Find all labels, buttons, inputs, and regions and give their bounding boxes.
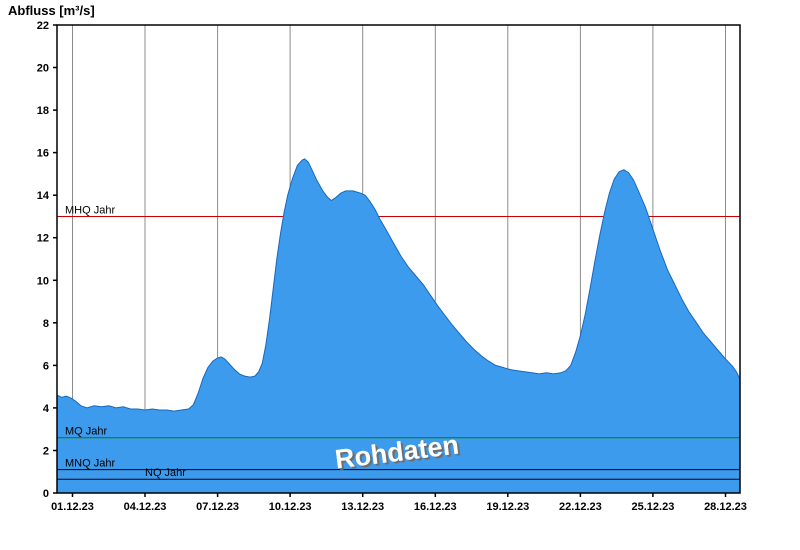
- ref-line-label: MNQ Jahr: [65, 458, 115, 470]
- x-tick-label: 13.12.23: [341, 501, 384, 513]
- ref-line-label: NQ Jahr: [145, 467, 186, 479]
- ref-line-label: MHQ Jahr: [65, 204, 115, 216]
- y-tick-label: 22: [37, 20, 49, 32]
- y-tick-label: 16: [37, 148, 49, 160]
- y-tick-label: 4: [43, 403, 50, 415]
- y-tick-label: 10: [37, 275, 49, 287]
- x-tick-label: 04.12.23: [124, 501, 167, 513]
- x-tick-label: 19.12.23: [486, 501, 529, 513]
- x-tick-label: 10.12.23: [269, 501, 312, 513]
- x-tick-label: 07.12.23: [196, 501, 239, 513]
- y-tick-label: 6: [43, 360, 49, 372]
- y-tick-label: 12: [37, 233, 49, 245]
- y-tick-label: 18: [37, 105, 49, 117]
- x-tick-label: 25.12.23: [632, 501, 675, 513]
- y-tick-label: 14: [37, 190, 50, 202]
- x-tick-label: 16.12.23: [414, 501, 457, 513]
- y-tick-label: 0: [43, 488, 49, 500]
- y-tick-label: 2: [43, 445, 49, 457]
- ref-line-label: MQ Jahr: [65, 426, 108, 438]
- discharge-area: [56, 158, 741, 494]
- x-tick-label: 28.12.23: [704, 501, 747, 513]
- x-tick-label: 22.12.23: [559, 501, 602, 513]
- y-tick-label: 20: [37, 63, 49, 75]
- x-tick-label: 01.12.23: [51, 501, 94, 513]
- y-axis-title: Abfluss [m³/s]: [8, 3, 95, 18]
- y-tick-label: 8: [43, 318, 49, 330]
- axis-frame: [56, 24, 741, 494]
